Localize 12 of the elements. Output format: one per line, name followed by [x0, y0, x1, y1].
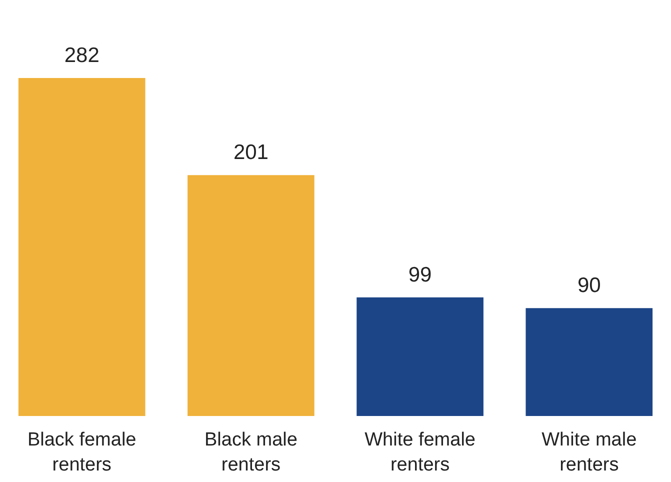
bar: [526, 308, 653, 416]
x-tick-label: White male renters: [542, 430, 637, 476]
data-label: 282: [64, 44, 100, 67]
x-tick-label: Black female renters: [27, 430, 136, 476]
data-label: 99: [408, 263, 432, 286]
bar: [188, 175, 314, 416]
x-tick-label: Black male renters: [204, 430, 298, 476]
x-tick-label: White female renters: [364, 430, 476, 476]
data-label: 90: [577, 274, 601, 298]
data-label: 201: [233, 141, 268, 164]
bar: [18, 78, 146, 416]
bar: [356, 297, 484, 416]
